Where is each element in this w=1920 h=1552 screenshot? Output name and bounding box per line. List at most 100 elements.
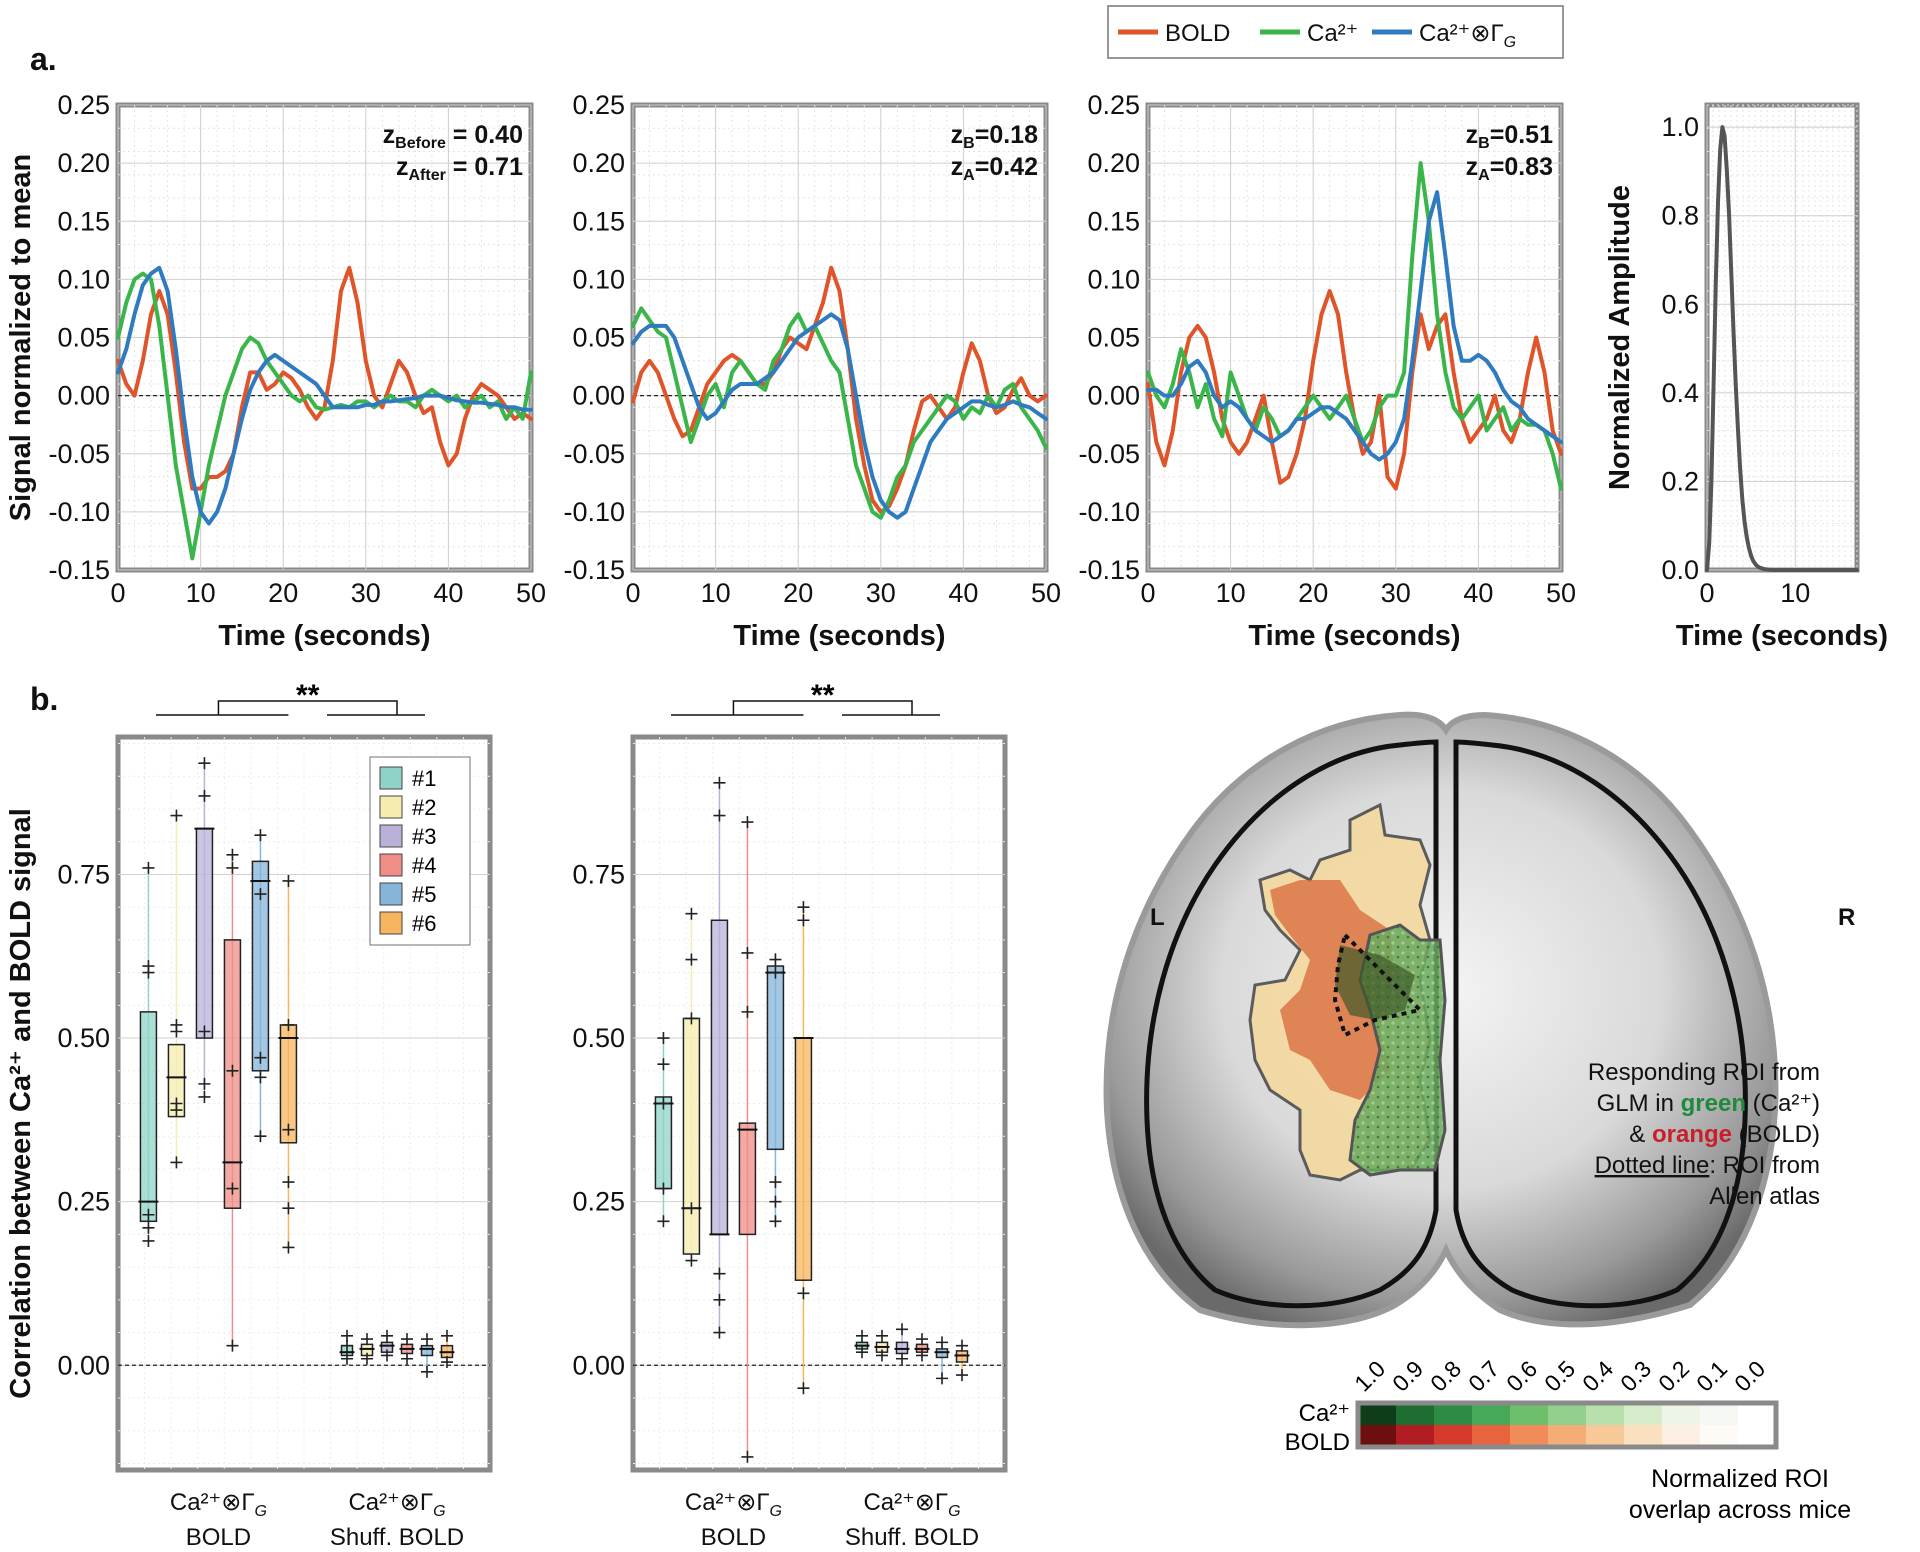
z-annotation-main: z bbox=[1466, 121, 1479, 149]
box-body bbox=[251, 860, 270, 1072]
colorbar-tick-label: 0.2 bbox=[1653, 1356, 1694, 1397]
colorbar-cell-calcium bbox=[1586, 1403, 1624, 1425]
box-flier bbox=[741, 946, 754, 959]
line-chart-1: 0 10 20 30 40 50 -0.15 -0.10 -0.05 0.00 0.05 0.10 0.… bbox=[5, 90, 546, 652]
box-flier bbox=[876, 1329, 888, 1342]
y-tick-label: 0.0 bbox=[1661, 555, 1699, 585]
box-flier bbox=[916, 1349, 928, 1362]
x-axis-label: Time (seconds) bbox=[218, 620, 430, 652]
box-flier bbox=[657, 1182, 670, 1195]
box-flier bbox=[282, 1176, 295, 1189]
y-tick-label: 0.00 bbox=[572, 1350, 625, 1380]
box-body bbox=[710, 919, 729, 1236]
y-tick-label: -0.05 bbox=[48, 439, 110, 469]
series-line-2 bbox=[116, 271, 533, 561]
box-flier bbox=[254, 829, 267, 842]
z-annotation-main: z bbox=[951, 153, 964, 181]
colorbar-tick-label: 0.4 bbox=[1577, 1355, 1618, 1396]
note-line-3-post: (BOLD) bbox=[1732, 1121, 1820, 1148]
y-tick-label: 0.15 bbox=[1087, 206, 1140, 236]
mouse-legend-swatch bbox=[379, 766, 403, 790]
bold-roi-core bbox=[1270, 880, 1395, 1100]
x-tick-label: 0 bbox=[1140, 578, 1155, 608]
box-flier bbox=[142, 1208, 155, 1221]
box-flier bbox=[341, 1329, 353, 1342]
box-flier bbox=[441, 1356, 453, 1369]
box-flier bbox=[381, 1329, 393, 1342]
group-label-top: Ca²⁺⊗ΓG bbox=[170, 1489, 267, 1520]
y-tick-label: 0.75 bbox=[572, 859, 625, 889]
box-flier bbox=[170, 1156, 183, 1169]
y-tick-label: -0.05 bbox=[563, 439, 625, 469]
box-body bbox=[195, 827, 214, 1039]
box-flier bbox=[441, 1329, 453, 1342]
z-annotation: zB=0.18 bbox=[951, 121, 1038, 152]
box-flier bbox=[198, 1025, 211, 1038]
x-tick-label: 10 bbox=[1216, 578, 1246, 608]
group-label-top-main: Ca²⁺⊗Γ bbox=[685, 1489, 770, 1516]
box-body bbox=[682, 1017, 701, 1255]
box-flier bbox=[142, 1234, 155, 1247]
colorbar-cell-bold bbox=[1586, 1425, 1624, 1447]
brain-map: L R Responding ROI from GLM in green (Ca… bbox=[1103, 711, 1855, 1329]
mouse-legend-swatch bbox=[379, 853, 403, 877]
x-tick-label: 30 bbox=[1381, 578, 1411, 608]
x-tick-label: 10 bbox=[1780, 578, 1810, 608]
x-tick-label: 10 bbox=[701, 578, 731, 608]
left-label: L bbox=[1150, 904, 1165, 931]
y-tick-label: 0.00 bbox=[57, 381, 110, 411]
z-annotation-sub: B bbox=[1478, 135, 1490, 152]
box-flier bbox=[657, 1215, 670, 1228]
colorbar-tick-label: 0.1 bbox=[1691, 1356, 1732, 1397]
colorbar-row1-label: Ca²⁺ bbox=[1299, 1400, 1350, 1427]
z-annotation: zA=0.83 bbox=[1466, 153, 1553, 184]
x-tick-label: 50 bbox=[1031, 578, 1061, 608]
note-line-4-post: : ROI from bbox=[1709, 1152, 1820, 1179]
group-label-bottom: Shuff. BOLD bbox=[845, 1524, 979, 1551]
box-flier bbox=[657, 1058, 670, 1071]
box-flier bbox=[769, 1176, 782, 1189]
mouse-legend-label: #2 bbox=[412, 795, 436, 820]
note-line-4-underlined: Dotted line bbox=[1595, 1152, 1710, 1179]
legend-label-bold: BOLD bbox=[1165, 20, 1230, 47]
significance-label: ** bbox=[811, 679, 835, 712]
z-annotation-sub: B bbox=[963, 135, 975, 152]
colorbar-cell-bold bbox=[1548, 1425, 1586, 1447]
box-flier bbox=[797, 901, 810, 914]
y-tick-label: 0.00 bbox=[572, 381, 625, 411]
colorbar-cell-calcium bbox=[1548, 1403, 1586, 1425]
box-chart-1: 0.00 0.25 0.50 0.75 Correlation between Ca²⁺… bbox=[5, 679, 493, 1551]
y-tick-label: 0.25 bbox=[572, 90, 625, 120]
box-flier bbox=[361, 1333, 373, 1346]
z-annotation-value: =0.51 bbox=[1490, 121, 1553, 149]
box-flier bbox=[896, 1323, 908, 1336]
box-chart-2: 0.000.250.500.75Ca²⁺⊗ΓGBOLDCa²⁺⊗ΓGShuff.… bbox=[572, 679, 1008, 1551]
z-annotation-value: =0.18 bbox=[975, 121, 1038, 149]
x-tick-label: 30 bbox=[351, 578, 381, 608]
box-flier bbox=[401, 1333, 413, 1346]
z-annotation: zA=0.42 bbox=[951, 153, 1038, 184]
box-flier bbox=[916, 1333, 928, 1346]
box-flier bbox=[769, 1215, 782, 1228]
y-tick-label: 0.05 bbox=[572, 323, 625, 353]
x-axis-label: Time (seconds) bbox=[1248, 620, 1460, 652]
panel-a-label: a. bbox=[30, 41, 57, 77]
y-tick-label: -0.10 bbox=[48, 497, 110, 527]
box-flier bbox=[254, 1071, 267, 1084]
box-flier bbox=[282, 874, 295, 887]
box-flier bbox=[769, 1195, 782, 1208]
y-tick-label: 0.8 bbox=[1661, 201, 1699, 231]
series-line-2 bbox=[1146, 161, 1563, 491]
z-annotation-value: = 0.40 bbox=[446, 121, 523, 149]
box-flier bbox=[741, 1450, 754, 1463]
hrf-chart: 0 10 0.0 0.2 0.4 0.6 0.8 1.0 Time (seconds) Norma… bbox=[1604, 102, 1888, 652]
z-annotation: zAfter = 0.71 bbox=[396, 153, 523, 184]
z-annotation-main: z bbox=[1466, 153, 1479, 181]
group-label-top-main: Ca²⁺⊗Γ bbox=[863, 1489, 948, 1516]
y-tick-label: 0.10 bbox=[572, 264, 625, 294]
group-label-top: Ca²⁺⊗ΓG bbox=[348, 1489, 445, 1520]
box-flier bbox=[713, 809, 726, 822]
colorbar-cell-calcium bbox=[1624, 1403, 1662, 1425]
colorbar-title-line-2: overlap across mice bbox=[1629, 1496, 1851, 1524]
group-label-bottom: Shuff. BOLD bbox=[330, 1524, 464, 1551]
